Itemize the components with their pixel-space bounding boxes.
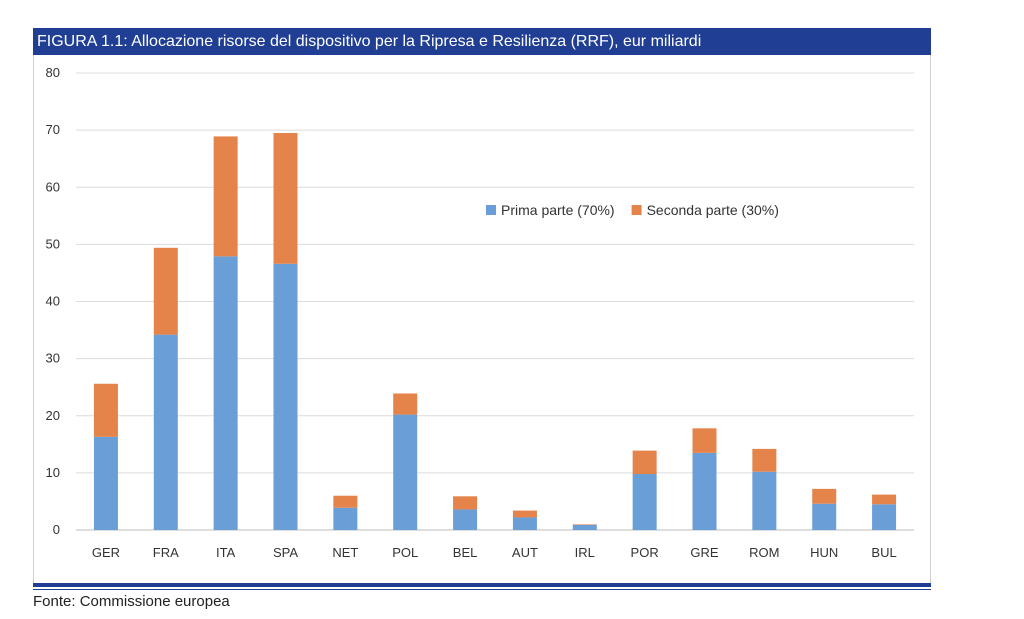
x-tick-label-rom: ROM [749, 545, 779, 560]
bar-gre-series-2 [692, 428, 717, 453]
bar-gre-series-1 [692, 452, 717, 530]
bar-spa-series-1 [273, 263, 298, 530]
bar-pol-series-1 [393, 414, 418, 530]
bar-aut-series-2 [512, 510, 537, 518]
bar-ita-series-1 [213, 256, 238, 530]
bar-irl-series-1 [572, 524, 597, 530]
x-tick-label-ita: ITA [216, 545, 236, 560]
footer-rule-thin [33, 589, 931, 590]
legend-swatch-1 [486, 205, 496, 215]
bar-bel-series-2 [453, 496, 478, 510]
legend-label-1: Prima parte (70%) [501, 202, 615, 218]
x-tick-label-hun: HUN [810, 545, 838, 560]
x-tick-label-bul: BUL [871, 545, 896, 560]
chart-frame: 0 10 20 30 40 50 60 70 80 GER FRA ITA SPA NET POL BEL AU… [33, 55, 931, 583]
x-tick-label-bel: BEL [453, 545, 478, 560]
x-tick-label-fra: FRA [153, 545, 179, 560]
chart-title: FIGURA 1.1: Allocazione risorse del disp… [33, 28, 931, 55]
x-tick-label-spa: SPA [273, 545, 298, 560]
bar-hun-series-1 [812, 503, 837, 530]
bar-fra-series-1 [153, 334, 178, 530]
y-tick-label-50: 50 [46, 236, 60, 251]
bar-pol-series-2 [393, 393, 418, 415]
bar-net-series-1 [333, 507, 358, 530]
y-tick-label-30: 30 [46, 351, 60, 366]
footer-rule-thick [33, 583, 931, 587]
bar-bul-series-2 [872, 494, 897, 505]
bar-por-series-2 [632, 450, 657, 475]
legend-swatch-2 [631, 205, 642, 215]
y-tick-label-20: 20 [46, 408, 60, 423]
bar-irl-series-2 [572, 524, 597, 525]
bar-spa-series-2 [273, 132, 298, 264]
y-tick-label-10: 10 [46, 465, 60, 480]
stacked-bar-chart: 0 10 20 30 40 50 60 70 80 GER FRA ITA SPA NET POL BEL AU… [46, 65, 914, 560]
y-tick-label-40: 40 [46, 294, 60, 309]
bar-ita-series-2 [213, 136, 238, 257]
bar-aut-series-1 [512, 517, 537, 530]
bar-bel-series-1 [453, 509, 478, 530]
x-tick-label-irl: IRL [575, 545, 595, 560]
bar-hun-series-2 [812, 488, 837, 504]
bar-ger-series-1 [93, 436, 118, 530]
bar-bul-series-1 [872, 504, 897, 530]
x-tick-label-pol: POL [392, 545, 418, 560]
bar-fra-series-2 [153, 247, 178, 335]
x-tick-label-por: POR [631, 545, 659, 560]
bar-net-series-2 [333, 495, 358, 508]
legend-label-2: Seconda parte (30%) [647, 202, 779, 218]
y-tick-label-0: 0 [53, 522, 60, 537]
x-tick-label-net: NET [332, 545, 358, 560]
source-note: Fonte: Commissione europea [33, 593, 230, 610]
bar-ger-series-2 [93, 383, 118, 437]
bar-rom-series-2 [752, 448, 777, 472]
x-tick-label-gre: GRE [690, 545, 719, 560]
x-tick-label-ger: GER [92, 545, 120, 560]
x-tick-label-aut: AUT [512, 545, 538, 560]
y-tick-label-70: 70 [46, 122, 60, 137]
bar-rom-series-1 [752, 471, 777, 530]
y-tick-label-60: 60 [46, 179, 60, 194]
bar-por-series-1 [632, 474, 657, 530]
y-tick-label-80: 80 [46, 65, 60, 80]
